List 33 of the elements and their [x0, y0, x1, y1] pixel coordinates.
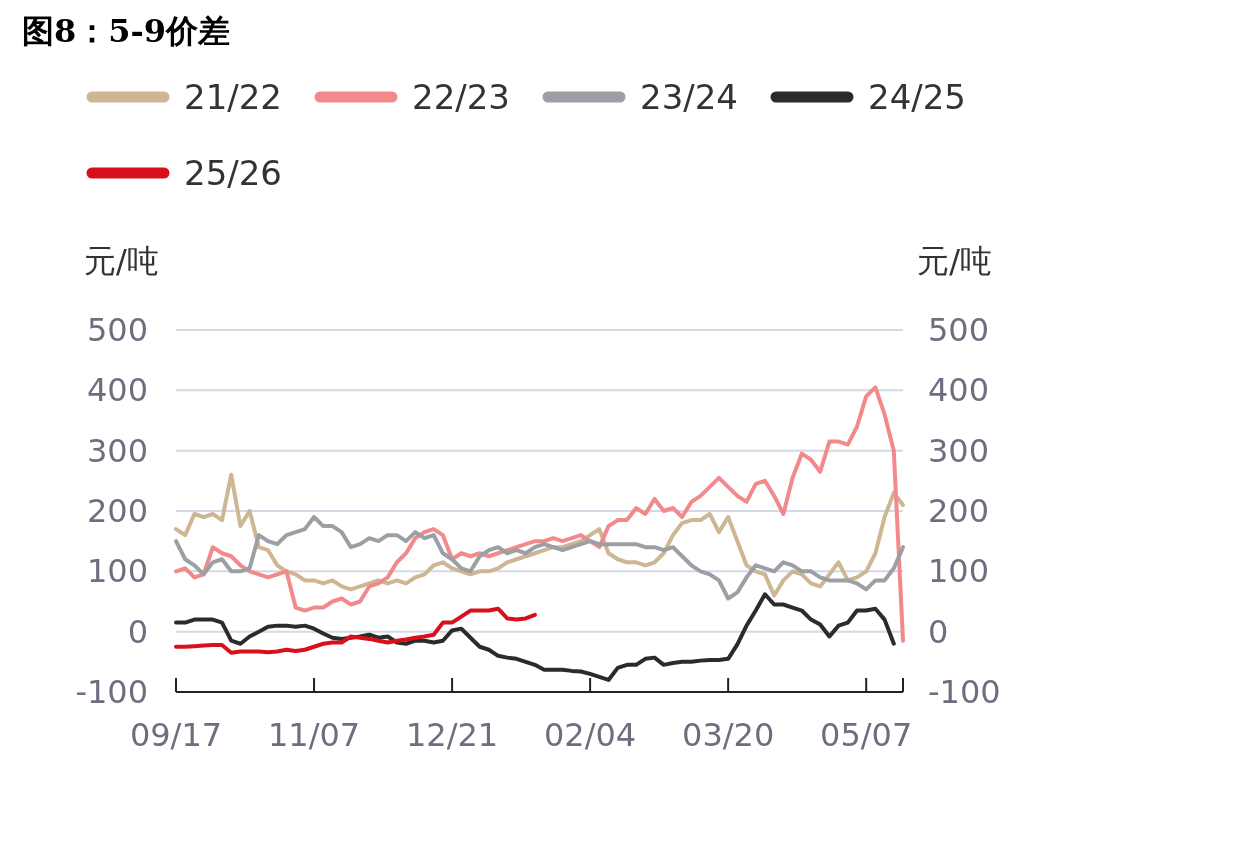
x-tick-label: 02/04: [544, 716, 637, 754]
y-tick-label: 100: [86, 552, 148, 591]
x-tick-label: 03/20: [682, 716, 775, 754]
line-series: [174, 515, 905, 601]
y2-tick-label: 100: [928, 552, 990, 591]
y-tick-label: 300: [86, 431, 148, 470]
legend-label: 21/22: [184, 77, 282, 117]
y2-tick-label: 500: [928, 311, 990, 349]
line-series: [174, 472, 905, 598]
x-tick-label: 12/21: [405, 716, 499, 754]
y2-axis-title: 元/吨: [917, 242, 992, 280]
x-tick-label: 05/07: [820, 716, 913, 754]
y2-tick-label: 0: [928, 612, 949, 651]
legend-label: 24/25: [868, 77, 966, 117]
y-axis-title: 元/吨: [84, 242, 159, 280]
y2-tick-label: 400: [928, 371, 990, 410]
y-tick-label: 500: [86, 311, 148, 349]
y2-tick-label: 200: [928, 492, 990, 530]
y-tick-label: -100: [75, 673, 148, 711]
line-series: [174, 592, 896, 682]
legend-label: 25/26: [184, 153, 282, 193]
x-tick-label: 11/07: [267, 716, 361, 754]
legend-label: 22/23: [412, 77, 510, 117]
line-series: [174, 385, 905, 643]
y-tick-label: 0: [127, 612, 148, 651]
line-series: [174, 606, 537, 655]
y-tick-label: 200: [86, 492, 148, 530]
y2-tick-label: 300: [928, 431, 990, 470]
y-tick-label: 400: [86, 371, 148, 410]
legend-label: 23/24: [640, 77, 738, 117]
x-tick-label: 09/17: [129, 716, 223, 754]
chart-title: 图8：5-9价差: [22, 12, 231, 50]
y2-tick-label: -100: [928, 673, 1001, 711]
